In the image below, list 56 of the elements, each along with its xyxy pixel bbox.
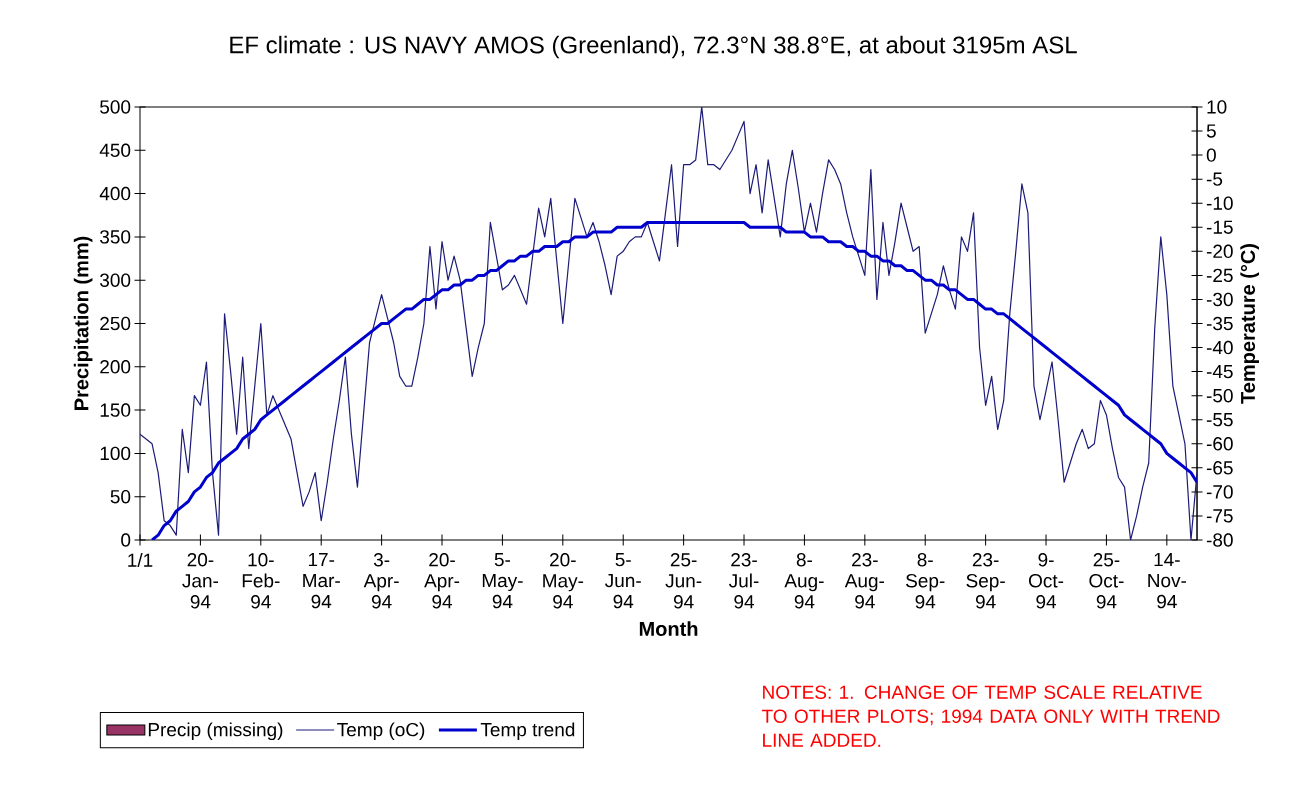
y2-tick-label: -80 [1206, 533, 1233, 547]
y-tick-label: 50 [110, 489, 131, 504]
x-tick-label: 25-Jun-94 [665, 553, 702, 609]
x-tick-label: 17-Mar-94 [303, 553, 340, 609]
x-tick-label: 9-Oct-94 [1028, 553, 1064, 609]
y-axis-title: Precipitation (mm) [73, 236, 93, 410]
x-tick-label: 10-Feb-94 [242, 553, 280, 609]
y2-tick-label: 10 [1207, 100, 1227, 114]
y-tick-label: 500 [100, 100, 131, 114]
x-tick-label: 5-Jun-94 [605, 553, 641, 609]
y2-tick-label: -60 [1206, 437, 1233, 451]
y2-tick-label: -50 [1206, 388, 1233, 403]
x-axis-title: Month [639, 621, 698, 637]
y2-tick-label: -10 [1206, 196, 1233, 210]
x-tick-label: 1/1 [128, 553, 153, 567]
x-tick-label: 23-Jul-94 [729, 553, 759, 609]
y2-tick-label: -40 [1206, 340, 1233, 355]
x-tick-label: 8-Sep-94 [906, 553, 945, 609]
y-tick-label: 250 [100, 316, 131, 331]
x-tick-label: 20-Jan-94 [182, 553, 219, 609]
legend-label: Temp (oC) [337, 722, 425, 741]
x-tick-label: 20-Apr-94 [424, 553, 460, 609]
legend-label: Precip (missing) [148, 722, 283, 741]
y2-tick-label: -70 [1206, 485, 1233, 499]
y2-tick-label: 5 [1206, 124, 1216, 138]
x-tick-label: 5-May-94 [482, 553, 523, 609]
y2-tick-label: -30 [1206, 292, 1233, 307]
y2-tick-label: -75 [1206, 509, 1233, 523]
y2-tick-label: -5 [1206, 172, 1223, 186]
y-tick-label: 450 [99, 143, 131, 158]
y2-axis-title: Temperature (°C) [1240, 244, 1259, 404]
y2-tick-label: -65 [1206, 461, 1233, 475]
y-tick-label: 0 [121, 533, 131, 547]
x-tick-label: 23-Aug-94 [844, 553, 885, 609]
y-tick-label: 300 [100, 273, 131, 287]
y2-tick-label: -25 [1206, 268, 1233, 283]
chart-title: EF climate : US NAVY AMOS (Greenland), 72.3°N 38.8°E, at about 3195m ASL [230, 35, 1077, 59]
y-tick-label: 100 [100, 446, 131, 461]
y2-tick-label: -20 [1206, 244, 1233, 259]
y-tick-label: 400 [99, 186, 131, 201]
x-tick-label: 14-Nov-94 [1148, 553, 1187, 609]
y2-tick-label: -35 [1206, 316, 1233, 331]
x-tick-label: 8-Aug-94 [784, 553, 824, 609]
y2-tick-label: 0 [1206, 148, 1216, 162]
y-tick-label: 200 [100, 360, 131, 374]
y2-tick-label: -15 [1206, 220, 1233, 234]
y2-tick-label: -55 [1206, 413, 1233, 427]
x-tick-label: 3-Apr-94 [363, 553, 399, 609]
x-tick-label: 25-Oct-94 [1089, 553, 1124, 609]
legend-label: Temp trend [480, 722, 575, 741]
y-tick-label: 150 [100, 403, 131, 417]
text: NOTES: 1. CHANGE OF TEMP SCALE RELATIVE TO OTHER PLOTS; 1994 DATA ONLY WITH TREND LINE ADDED. [761, 685, 1220, 747]
x-tick-label: 23-Sep-94 [966, 553, 1005, 609]
x-tick-label: 20-May-94 [543, 553, 584, 609]
y-tick-label: 350 [100, 230, 131, 244]
y2-tick-label: -45 [1206, 364, 1233, 379]
